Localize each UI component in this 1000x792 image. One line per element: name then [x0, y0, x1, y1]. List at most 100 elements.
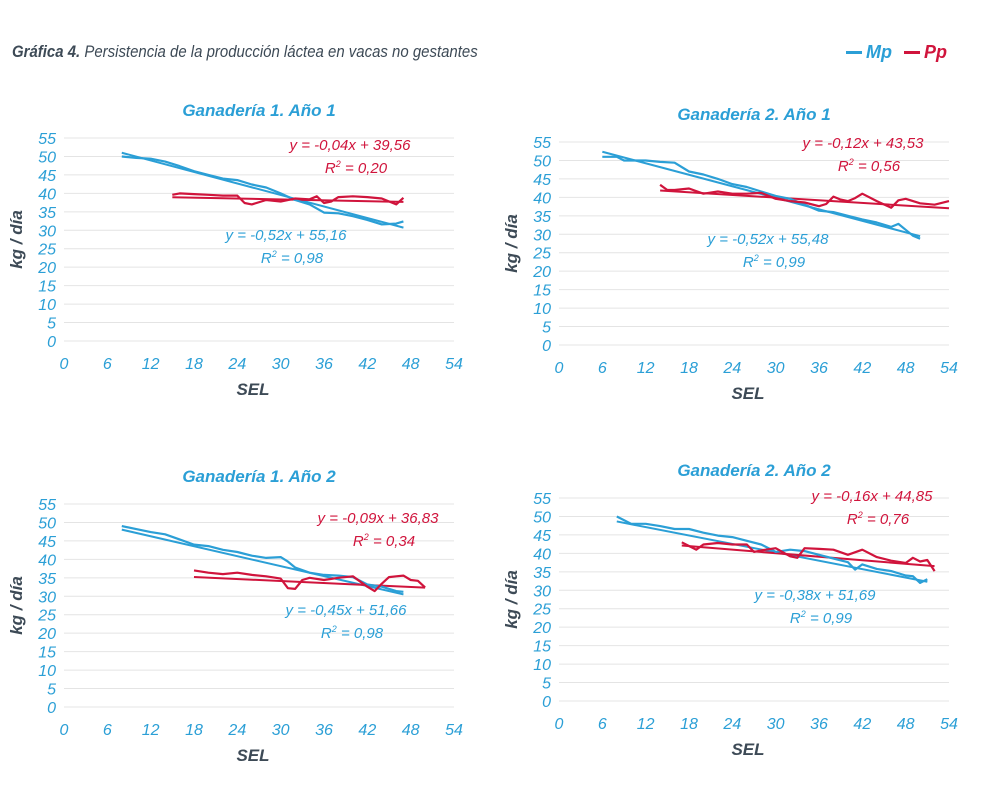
- y-tick-label: 40: [38, 186, 56, 203]
- y-tick-label: 15: [38, 279, 56, 296]
- x-tick-label: 48: [897, 360, 915, 377]
- y-tick-label: 10: [38, 663, 56, 680]
- y-tick-label: 55: [38, 131, 56, 148]
- chart-ganaderia-2-ano-1: Ganadería 2. Año 10510152025303540455055…: [502, 105, 958, 403]
- y-tick-label: 30: [38, 223, 56, 240]
- series-line-pp: [659, 183, 950, 209]
- x-tick-label: 48: [402, 722, 420, 739]
- x-tick-label: 18: [185, 356, 203, 373]
- x-tick-label: 36: [315, 722, 333, 739]
- legend-item-mp: Mp: [846, 42, 892, 63]
- y-tick-label: 0: [47, 334, 56, 351]
- x-tick-label: 54: [445, 722, 463, 739]
- chart-ganaderia-2-ano-2: Ganadería 2. Año 20510152025303540455055…: [502, 461, 958, 759]
- r-squared-symbol: R: [838, 158, 849, 175]
- chart-title: Ganadería 1. Año 1: [182, 101, 335, 120]
- r-squared-value: = 0,99: [759, 254, 806, 271]
- y-tick-label: 30: [533, 583, 551, 600]
- y-tick-label: 5: [542, 320, 551, 337]
- r-squared-exponent: 2: [335, 159, 341, 169]
- y-tick-label: 20: [532, 620, 551, 637]
- series-line-mp: [602, 155, 921, 240]
- r-squared-exponent: 2: [848, 157, 854, 167]
- y-tick-label: 55: [533, 491, 551, 508]
- r-squared-value: = 0,98: [277, 250, 324, 267]
- r-squared-value: = 0,20: [341, 160, 388, 177]
- x-tick-label: 48: [897, 716, 915, 733]
- r-squared-mp: R2 = 0,98: [261, 249, 324, 267]
- y-tick-label: 15: [38, 645, 56, 662]
- x-tick-label: 42: [358, 356, 376, 373]
- y-tick-label: 0: [542, 338, 551, 355]
- x-tick-label: 18: [680, 360, 698, 377]
- r-squared-value: = 0,98: [337, 625, 384, 642]
- legend-swatch-pp: [904, 51, 920, 54]
- trend-equation-mp: y = -0,38x + 51,69: [754, 587, 877, 604]
- x-tick-label: 42: [358, 722, 376, 739]
- x-axis-label: SEL: [236, 380, 269, 399]
- x-tick-label: 6: [103, 356, 112, 373]
- y-tick-label: 50: [533, 509, 551, 526]
- y-tick-label: 55: [38, 497, 56, 514]
- y-tick-label: 55: [533, 135, 551, 152]
- y-tick-label: 20: [532, 264, 551, 281]
- r-squared-value: = 0,56: [854, 158, 901, 175]
- y-tick-label: 40: [38, 552, 56, 569]
- r-squared-value: = 0,76: [863, 511, 910, 528]
- x-tick-label: 30: [767, 360, 785, 377]
- trendline-pp: [193, 576, 426, 589]
- chart-ganaderia-1-ano-1: Ganadería 1. Año 10510152025303540455055…: [7, 101, 463, 399]
- y-tick-label: 50: [38, 149, 56, 166]
- y-tick-label: 0: [542, 694, 551, 711]
- x-tick-label: 54: [940, 716, 958, 733]
- y-axis-label: kg / día: [502, 570, 521, 629]
- x-axis-label: SEL: [731, 740, 764, 759]
- x-tick-label: 36: [810, 716, 828, 733]
- x-tick-label: 12: [142, 722, 160, 739]
- legend-label-mp: Mp: [866, 42, 892, 62]
- y-tick-label: 15: [533, 639, 551, 656]
- x-tick-label: 24: [227, 722, 246, 739]
- series-line-pp: [172, 192, 405, 206]
- r-squared-pp: R2 = 0,20: [325, 159, 388, 177]
- x-tick-label: 0: [60, 722, 69, 739]
- y-tick-label: 10: [533, 657, 551, 674]
- series-line-pp: [681, 541, 936, 572]
- y-axis-label: kg / día: [7, 210, 26, 269]
- y-tick-label: 0: [47, 700, 56, 717]
- x-tick-label: 0: [555, 716, 564, 733]
- figure-title-text: Persistencia de la producción láctea en …: [80, 42, 478, 61]
- trendline-mp: [616, 520, 928, 583]
- y-axis-label: kg / día: [7, 576, 26, 635]
- legend: Mp Pp: [846, 42, 947, 63]
- y-tick-label: 45: [38, 534, 56, 551]
- y-tick-label: 20: [37, 626, 56, 643]
- y-tick-label: 25: [532, 602, 551, 619]
- chart-ganaderia-1-ano-2: Ganadería 1. Año 20510152025303540455055…: [7, 467, 463, 765]
- y-tick-label: 35: [38, 205, 56, 222]
- y-tick-label: 5: [542, 676, 551, 693]
- y-tick-label: 50: [38, 515, 56, 532]
- r-squared-value: = 0,99: [806, 610, 853, 627]
- x-tick-label: 18: [185, 722, 203, 739]
- trend-equation-mp: y = -0,45x + 51,66: [285, 602, 408, 619]
- r-squared-symbol: R: [321, 625, 332, 642]
- trend-equation-pp: y = -0,16x + 44,85: [811, 488, 934, 505]
- r-squared-symbol: R: [325, 160, 336, 177]
- x-axis-label: SEL: [731, 384, 764, 403]
- chart-title: Ganadería 1. Año 2: [182, 467, 336, 486]
- trend-equation-pp: y = -0,04x + 39,56: [289, 137, 412, 154]
- legend-item-pp: Pp: [904, 42, 947, 63]
- x-tick-label: 0: [60, 356, 69, 373]
- y-tick-label: 45: [533, 528, 551, 545]
- x-tick-label: 6: [598, 360, 607, 377]
- x-tick-label: 24: [722, 360, 741, 377]
- series-line-pp: [193, 569, 426, 593]
- y-tick-label: 15: [533, 283, 551, 300]
- r-squared-symbol: R: [847, 511, 858, 528]
- y-tick-label: 10: [533, 301, 551, 318]
- r-squared-exponent: 2: [857, 510, 863, 520]
- x-tick-label: 18: [680, 716, 698, 733]
- y-tick-label: 20: [37, 260, 56, 277]
- trendline-mp: [121, 151, 404, 229]
